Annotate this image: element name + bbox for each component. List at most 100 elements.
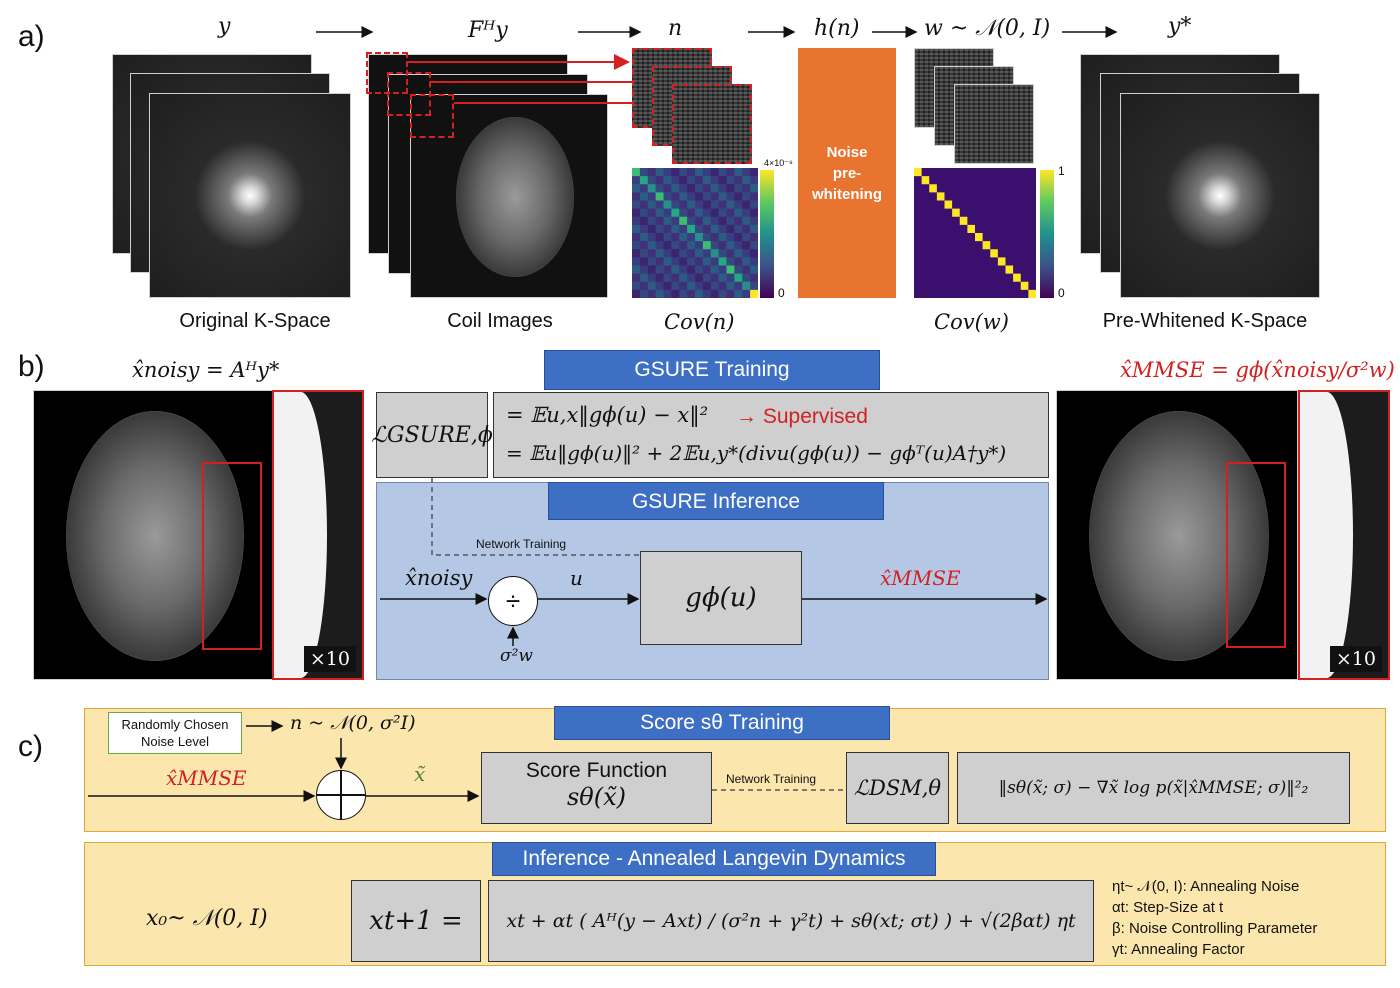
cov-n-cell	[663, 224, 672, 234]
noisy-title: x̂noisy = Aᴴy*	[132, 358, 280, 382]
cov-n-cell	[710, 184, 719, 193]
roi-box-3	[410, 94, 454, 138]
gsure-eq2: = 𝔼u‖gϕ(u)‖² + 2𝔼u,y*(divu(gϕ(u)) − gϕᵀ(…	[506, 441, 1007, 465]
cov-n-cell	[663, 208, 672, 218]
cov-n-cell	[639, 168, 649, 177]
cov-n-cell	[726, 273, 735, 283]
cov-n-cell	[695, 281, 704, 291]
inference-x-noisy: x̂noisy	[405, 566, 473, 590]
cov-n-cell	[639, 208, 649, 218]
cov-n-cell	[750, 216, 758, 226]
cov-n-cell	[710, 200, 719, 209]
score-function-label: Score Function	[525, 759, 668, 782]
cov-n-cell	[687, 233, 696, 242]
cov-n-cell	[679, 289, 688, 298]
cov-n-cell	[639, 257, 649, 266]
inference-u: u	[570, 566, 583, 590]
cov-n-cell	[710, 208, 719, 218]
cov-w-diagonal-cell	[982, 241, 991, 250]
cov-n-cell	[695, 257, 704, 266]
cov-n-cell	[647, 249, 656, 258]
cov-n-cell	[655, 281, 664, 291]
cov-w-diagonal-cell	[1013, 273, 1021, 282]
cov-n-cell	[742, 233, 751, 242]
cov-n-cell	[750, 249, 758, 258]
prewhite-kspace-front	[1120, 93, 1320, 298]
cov-n-cell	[671, 273, 680, 283]
cov-n-cell	[750, 184, 758, 193]
cov-n-cell	[663, 249, 672, 258]
score-x-mmse: x̂MMSE	[166, 766, 247, 790]
cov-w-diagonal-cell	[944, 200, 953, 209]
cov-n-cell	[710, 168, 719, 177]
cov-n-cell	[647, 233, 656, 242]
cov-n-cell	[742, 208, 751, 218]
cov-n-cell	[647, 281, 656, 291]
add-node	[316, 770, 366, 820]
panel-a-letter: a)	[18, 20, 45, 53]
caption-kspace: Original K-Space	[179, 310, 331, 332]
cov-n-cell	[702, 289, 712, 298]
cov-n-cell	[734, 257, 743, 266]
cov-n-cell	[718, 257, 727, 266]
noise-patch-3	[672, 84, 752, 164]
cov-n-cell	[710, 281, 719, 291]
cov-n-cell	[687, 241, 696, 250]
cov-n-cell	[687, 168, 696, 177]
cov-n-cell	[679, 224, 688, 234]
noise-block-line1: Noise	[826, 143, 868, 161]
cov-n-cell	[647, 200, 656, 209]
cov-n-cell	[632, 289, 641, 298]
coil-brain	[456, 117, 574, 277]
cov-n-cell	[632, 281, 641, 291]
cov-n-cell	[671, 168, 680, 177]
update-equation: xt + αt ( Aᴴ(y − Axt) / (σ²n + γ²t) + sθ…	[506, 910, 1076, 932]
cov-n-cell	[742, 192, 751, 201]
xt1-box: xt+1 =	[351, 880, 481, 962]
cov-n-cell	[679, 265, 688, 274]
header-n: n	[668, 16, 683, 41]
g-phi-box: gϕ(u)	[640, 551, 802, 645]
cov-n-cell	[734, 176, 743, 185]
cov-n-cell	[695, 241, 704, 250]
cov-w-colorbar-min: 0	[1058, 286, 1065, 300]
cov-n-cell	[702, 176, 712, 185]
cov-n-cell	[679, 192, 688, 201]
cov-n-cell	[632, 208, 641, 218]
cov-n-cell	[742, 249, 751, 258]
cov-n-cell	[632, 184, 641, 193]
cov-n-cell	[742, 257, 751, 266]
cov-n-cell	[655, 233, 664, 242]
header-fhy: Fᴴy	[468, 18, 508, 43]
cov-n-cell	[639, 200, 649, 209]
cov-n-cell	[655, 224, 664, 234]
cov-n-cell	[695, 273, 704, 283]
cov-n-cell	[663, 200, 672, 209]
cov-n-cell	[750, 208, 758, 218]
cov-n-cell	[702, 281, 712, 291]
cov-n-cell	[734, 224, 743, 234]
cov-n-cell	[687, 184, 696, 193]
cov-n-cell	[632, 216, 641, 226]
cov-n-cell	[750, 168, 758, 177]
cov-n-cell	[702, 273, 712, 283]
cov-n-cell	[632, 224, 641, 234]
cov-n-cell	[639, 216, 649, 226]
cov-n-cell	[679, 176, 688, 185]
cov-n-cell	[710, 176, 719, 185]
cov-n-cell	[639, 176, 649, 185]
cov-n-cell	[687, 216, 696, 226]
cov-n-cell	[663, 192, 672, 201]
cov-n-cell	[679, 233, 688, 242]
header-arrows	[316, 26, 1118, 38]
cov-n-cell	[718, 281, 727, 291]
random-noise-box: Randomly Chosen Noise Level	[108, 712, 242, 754]
cov-n-cell	[632, 265, 641, 274]
cov-w-diagonal-cell	[990, 249, 998, 258]
cov-n-cell	[671, 257, 680, 266]
cov-n-cell	[710, 289, 719, 298]
cov-n-cell	[702, 192, 712, 201]
cov-n-cell	[663, 257, 672, 266]
cov-n-cell	[718, 249, 727, 258]
legend-step-size: αt: Step-Size at t	[1112, 899, 1224, 916]
